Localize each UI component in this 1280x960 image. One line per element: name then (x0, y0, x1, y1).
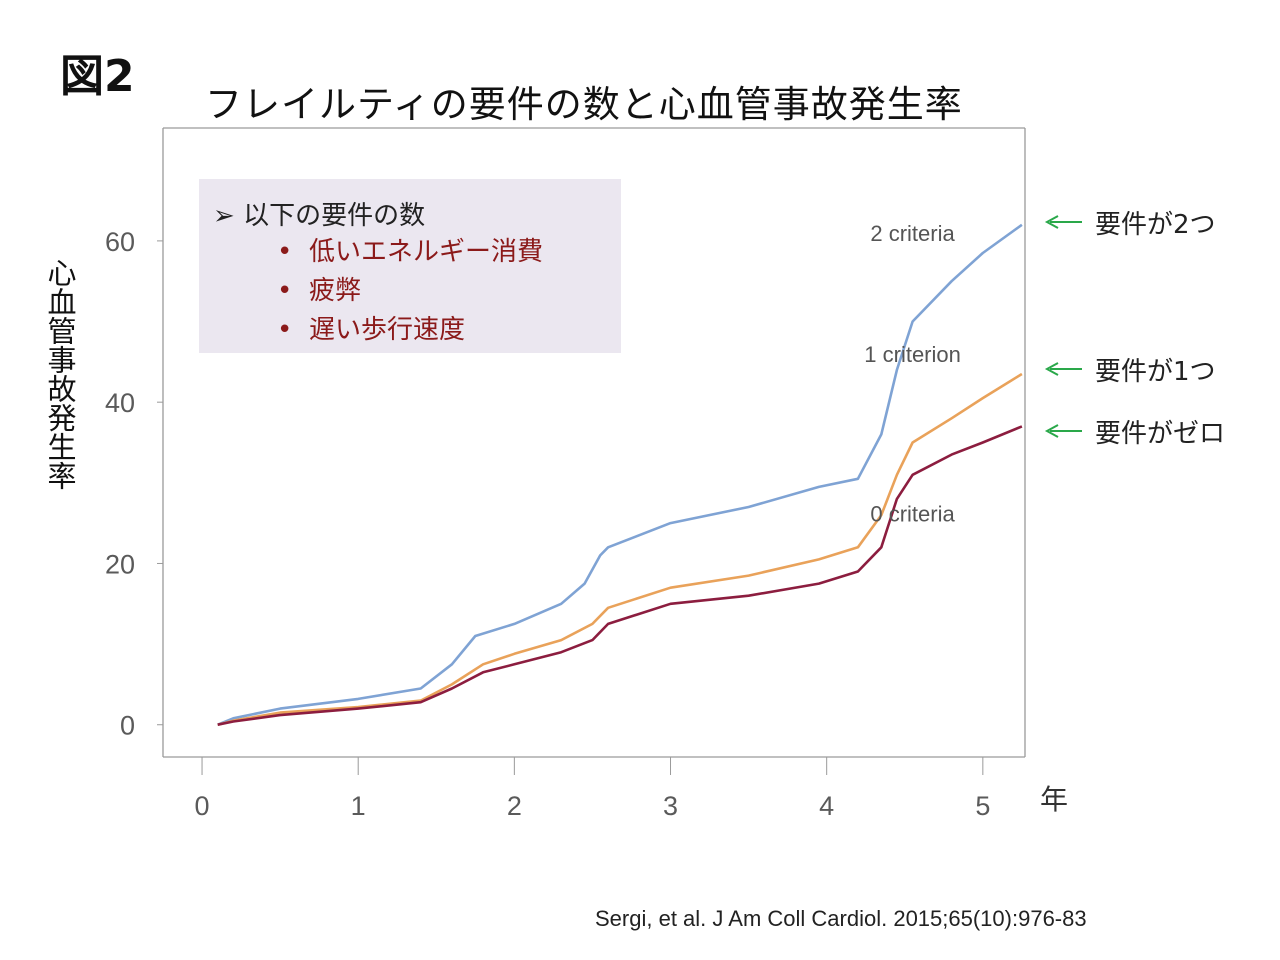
series-line (217, 223, 1023, 726)
x-tick-label: 5 (975, 791, 990, 821)
x-tick-label: 0 (195, 791, 210, 821)
criteria-item: • 低いエネルギー消費 (277, 233, 543, 272)
plot-frame (162, 127, 1026, 758)
y-tick-label: 60 (105, 227, 135, 257)
criteria-item: • 疲弊 (277, 272, 543, 311)
y-tick-labels: 0 20 40 60 (105, 227, 163, 741)
label-zero-criteria: 要件がゼロ (1095, 419, 1226, 449)
series-lines (217, 223, 1023, 726)
series-annotation: 0 criteria (870, 502, 955, 527)
label-one-criterion: 要件が1つ (1095, 357, 1216, 387)
label-two-criteria: 要件が2つ (1095, 210, 1216, 240)
y-axis-label: 心血管事故発生率 (43, 258, 77, 490)
series-line (217, 372, 1023, 726)
x-tick-label: 4 (819, 791, 834, 821)
x-tick-labels: 0 1 2 3 4 5 (195, 757, 990, 821)
left-arrowhead-icon (1044, 215, 1059, 229)
figure-number: 図2 (60, 51, 135, 102)
criteria-heading: ➢ 以下の要件の数 (213, 195, 425, 232)
bullet-icon: • (277, 276, 293, 306)
criteria-box: ➢ 以下の要件の数 • 低いエネルギー消費 • 疲弊 • 遅い歩行速度 (199, 179, 621, 353)
series-annotations: 2 criteria 1 criterion 0 criteria (864, 221, 961, 527)
criteria-heading-text: 以下の要件の数 (243, 201, 426, 231)
left-arrowhead-icon (1044, 424, 1059, 438)
x-tick-label: 3 (663, 791, 678, 821)
criteria-item: • 遅い歩行速度 (277, 311, 543, 350)
bullet-icon: • (277, 315, 293, 345)
left-arrowhead-icon (1044, 362, 1059, 376)
series-annotation: 2 criteria (870, 221, 955, 246)
criteria-item-text: 遅い歩行速度 (309, 315, 466, 345)
y-tick-label: 40 (105, 388, 135, 418)
x-tick-label: 1 (351, 791, 366, 821)
bullet-icon: • (277, 237, 293, 267)
y-tick-label: 0 (120, 711, 135, 741)
criteria-item-text: 低いエネルギー消費 (309, 237, 544, 267)
citation: Sergi, et al. J Am Coll Cardiol. 2015;65… (595, 906, 1087, 931)
y-tick-label: 20 (105, 549, 135, 579)
legend-arrows (1044, 215, 1082, 438)
arrowhead-bullet-icon: ➢ (213, 201, 235, 231)
series-annotation: 1 criterion (864, 342, 961, 367)
criteria-list: • 低いエネルギー消費 • 疲弊 • 遅い歩行速度 (277, 233, 543, 350)
criteria-item-text: 疲弊 (309, 276, 362, 306)
x-tick-label: 2 (507, 791, 522, 821)
chart-title: フレイルティの要件の数と心血管事故発生率 (205, 83, 963, 126)
series-line (217, 425, 1023, 726)
x-axis-unit: 年 (1040, 783, 1069, 816)
